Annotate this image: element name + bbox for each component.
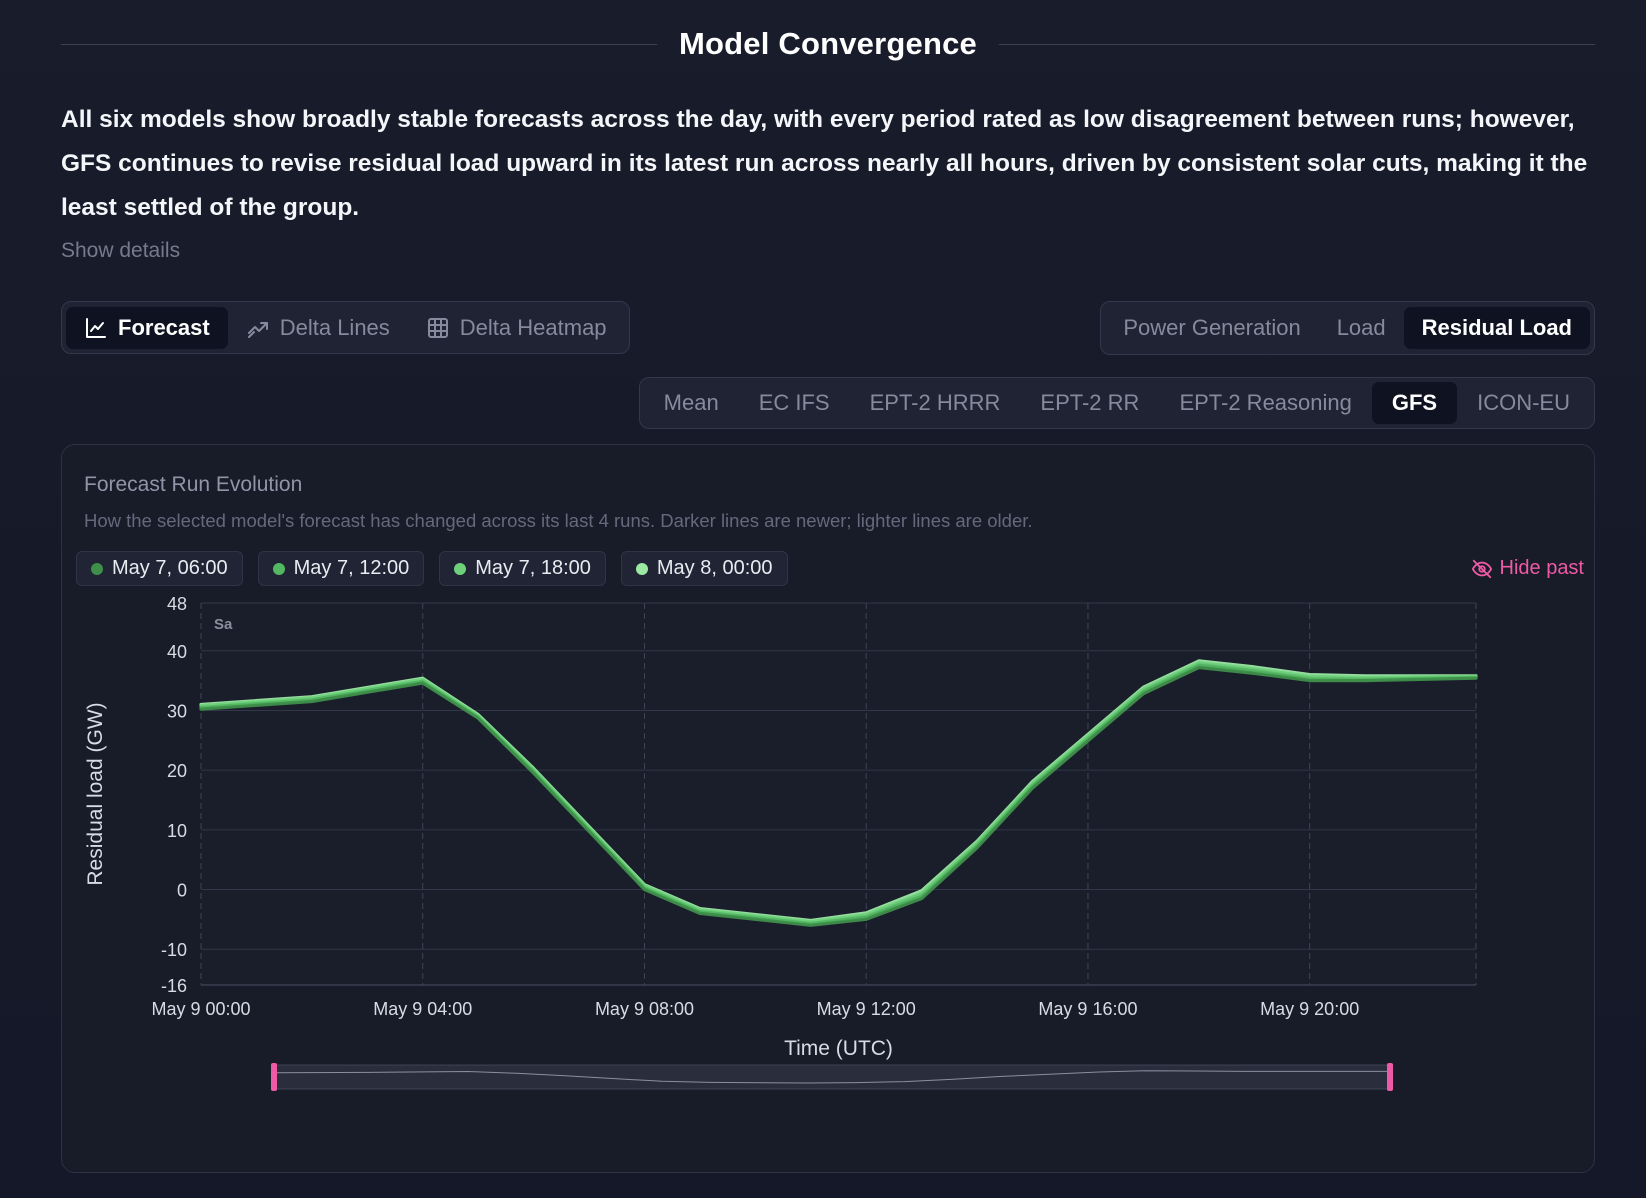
legend-run-2[interactable]: May 7, 12:00 <box>257 551 425 586</box>
title-row: Model Convergence <box>61 22 1595 66</box>
eye-off-icon <box>1471 559 1492 578</box>
title-rule-right <box>998 43 1595 45</box>
tab-delta-heatmap-label: Delta Heatmap <box>459 314 607 340</box>
x-axis-title: Time (UTC) <box>784 1037 893 1060</box>
page: Model Convergence All six models show br… <box>61 0 1595 1198</box>
trend-icon <box>247 321 268 338</box>
tab-power-generation[interactable]: Power Generation <box>1123 315 1301 340</box>
x-tick-label: May 9 20:00 <box>1260 999 1359 1019</box>
summary-text: All six models show broadly stable forec… <box>61 106 1588 221</box>
tab-model-ept2-rr[interactable]: EPT-2 RR <box>1040 390 1140 415</box>
page-title: Model Convergence <box>679 26 977 61</box>
x-tick-label: May 9 16:00 <box>1038 999 1137 1019</box>
day-marker: Sa <box>214 616 233 633</box>
legend-label: May 7, 18:00 <box>475 557 591 579</box>
y-axis-title: Residual load (GW) <box>84 702 107 885</box>
y-tick-label: 30 <box>167 701 187 721</box>
legend-label: May 8, 00:00 <box>656 557 773 579</box>
y-tick-label: 0 <box>177 881 187 901</box>
model-tabs: Mean EC IFS EPT-2 HRRR EPT-2 RR EPT-2 Re… <box>638 377 1595 429</box>
show-details-link[interactable]: Show details <box>61 239 181 262</box>
legend-run-3[interactable]: May 7, 18:00 <box>439 551 606 586</box>
metric-tabs: Power Generation Load Residual Load <box>1100 301 1595 355</box>
tab-model-ept2-reasoning[interactable]: EPT-2 Reasoning <box>1179 390 1352 415</box>
legend-label: May 7, 12:00 <box>293 557 410 579</box>
tab-model-ec-ifs[interactable]: EC IFS <box>758 390 830 415</box>
series-line-1 <box>199 665 1478 927</box>
y-tick-label: 48 <box>167 594 187 614</box>
y-tick-label: -10 <box>161 940 187 960</box>
tab-residual-load[interactable]: Residual Load <box>1403 307 1590 349</box>
tab-model-gfs[interactable]: GFS <box>1371 382 1458 424</box>
forecast-run-evolution-card: Forecast Run Evolution How the selected … <box>61 444 1595 1173</box>
card-subtitle: How the selected model's forecast has ch… <box>84 510 1033 531</box>
tab-delta-lines-label: Delta Lines <box>279 314 390 340</box>
tab-delta-heatmap[interactable]: Delta Heatmap <box>408 307 625 349</box>
range-slider-preview <box>273 1070 1390 1084</box>
range-slider-handle-left[interactable] <box>271 1063 277 1091</box>
hide-past-button[interactable]: Hide past <box>1471 557 1585 580</box>
run-legend: May 7, 06:00 May 7, 12:00 May 7, 18:00 M… <box>76 551 788 586</box>
x-tick-label: May 9 12:00 <box>817 999 916 1019</box>
legend-run-4[interactable]: May 8, 00:00 <box>620 551 788 586</box>
tab-model-ept2-hrrr[interactable]: EPT-2 HRRR <box>869 390 1001 415</box>
tab-forecast-label: Forecast <box>118 314 210 340</box>
y-tick-label: -16 <box>161 976 187 996</box>
forecast-line-chart: 48 40 30 20 10 0 -10 -16 May 9 00:00 May 9 04:00 M… <box>84 594 1478 1091</box>
hide-past-label: Hide past <box>1499 557 1585 579</box>
tab-load[interactable]: Load <box>1336 315 1386 340</box>
y-tick-label: 20 <box>167 761 187 781</box>
tab-model-mean[interactable]: Mean <box>663 390 719 415</box>
legend-dot <box>454 562 467 575</box>
grid-icon <box>427 317 448 338</box>
legend-dot <box>91 562 103 575</box>
range-slider-track <box>273 1064 1391 1090</box>
view-tabs: Forecast Delta Lines Delta Heatmap <box>61 301 630 354</box>
tab-forecast[interactable]: Forecast <box>66 306 228 349</box>
legend-label: May 7, 06:00 <box>112 557 228 579</box>
legend-dot <box>635 562 648 575</box>
line-chart-icon <box>86 317 106 338</box>
x-tick-label: May 9 00:00 <box>151 999 250 1019</box>
legend-dot <box>272 562 285 575</box>
x-tick-label: May 9 08:00 <box>595 999 694 1019</box>
plot-area <box>201 603 1476 985</box>
y-tick-label: 10 <box>167 821 187 841</box>
card-title: Forecast Run Evolution <box>84 473 303 496</box>
title-rule-left <box>61 43 658 45</box>
range-slider-handle-right[interactable] <box>1387 1063 1393 1091</box>
tab-delta-lines[interactable]: Delta Lines <box>228 307 408 349</box>
legend-run-1[interactable]: May 7, 06:00 <box>76 551 243 586</box>
x-tick-label: May 9 04:00 <box>373 999 472 1019</box>
tab-model-icon-eu[interactable]: ICON-EU <box>1477 390 1570 415</box>
y-tick-label: 40 <box>167 642 187 662</box>
